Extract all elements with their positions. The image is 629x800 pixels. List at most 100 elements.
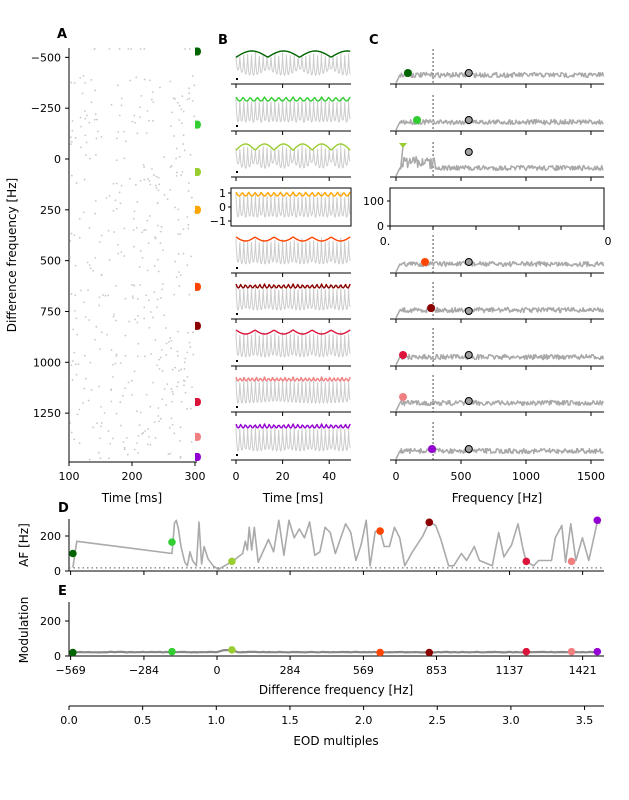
spike-dot <box>78 217 81 220</box>
spike-dot <box>136 321 139 324</box>
spike-dot <box>93 118 96 121</box>
spike-dot <box>177 253 180 255</box>
spike-dot <box>152 316 154 319</box>
spike-dot <box>159 417 162 420</box>
spike-dot <box>100 425 102 428</box>
spike-dot <box>158 420 160 423</box>
d-point <box>69 549 77 558</box>
spike-dot <box>184 391 187 394</box>
spike-dot <box>100 331 103 334</box>
spike-dot <box>138 266 141 268</box>
spike-dot <box>93 48 96 50</box>
spike-dot <box>96 118 98 121</box>
spike-dot <box>177 381 180 384</box>
spike-dot <box>169 188 172 191</box>
spike-dot <box>145 294 148 297</box>
eod-peak-marker <box>464 148 473 156</box>
eod-xtick-label: 0.5 <box>134 714 152 727</box>
spike-dot <box>123 157 126 160</box>
spike-dot <box>77 363 80 366</box>
spike-dot <box>75 317 78 320</box>
spike-dot <box>130 379 133 382</box>
spike-dot <box>179 274 182 277</box>
spike-dot <box>94 257 97 259</box>
spike-dot <box>187 182 190 184</box>
spike-dot <box>159 86 161 89</box>
panel-label-d: D <box>58 501 69 516</box>
d-ytick-label: 200 <box>40 530 61 543</box>
spike-dot <box>115 319 117 322</box>
scale-bar <box>236 360 238 362</box>
spike-dot <box>96 130 99 133</box>
c-empty-xtick-label: 0. <box>380 235 391 248</box>
spike-dot <box>160 225 163 228</box>
c-spectrum-trace <box>395 145 604 177</box>
spike-dot <box>115 285 118 287</box>
spike-dot <box>175 157 178 160</box>
spike-dot <box>118 114 121 117</box>
spike-dot <box>163 314 166 317</box>
spike-dot <box>117 252 120 255</box>
spike-dot <box>179 233 182 235</box>
spike-dot <box>154 436 157 439</box>
spike-dot <box>181 170 184 173</box>
spike-dot <box>84 134 87 137</box>
spike-dot <box>193 115 196 118</box>
spike-dot <box>158 358 161 361</box>
spike-dot <box>136 442 138 445</box>
spike-dot <box>191 74 194 77</box>
spike-dot <box>137 342 140 345</box>
spike-dot <box>152 119 154 122</box>
b-envelope-trace <box>235 236 351 242</box>
spike-dot <box>176 171 178 174</box>
c-empty-axis-frame <box>389 187 605 227</box>
spike-dot <box>97 451 100 454</box>
spike-dot <box>181 95 184 98</box>
spike-dot <box>120 251 123 253</box>
d-point <box>567 557 576 566</box>
spike-dot <box>147 299 150 302</box>
d-af-trace <box>72 519 601 571</box>
spike-dot <box>71 129 74 132</box>
spike-dot <box>139 179 142 182</box>
spike-dot <box>115 207 118 210</box>
spike-dot <box>132 297 134 300</box>
c-spectrum-trace <box>395 71 605 84</box>
spike-dot <box>139 284 142 286</box>
spike-dot <box>177 271 180 274</box>
spike-dot <box>83 387 86 390</box>
spike-dot <box>169 337 172 339</box>
spike-dot <box>107 430 110 432</box>
spike-dot <box>95 137 98 140</box>
c-empty-ytick-label: 0 <box>377 220 384 233</box>
spike-dot <box>142 163 145 166</box>
d-ytick-label: 0 <box>54 565 61 578</box>
spike-dot <box>173 432 176 435</box>
spike-dot <box>122 441 125 444</box>
spike-dot <box>136 355 139 358</box>
spike-dot <box>145 393 148 396</box>
spike-dot <box>159 230 162 233</box>
spike-dot <box>118 191 121 194</box>
spike-dot <box>174 206 176 209</box>
spike-dot <box>149 311 152 313</box>
spike-dot <box>178 156 181 158</box>
df-marker <box>195 282 201 291</box>
spike-dot <box>186 98 189 101</box>
spike-dot <box>90 101 93 104</box>
spike-dot <box>70 431 73 434</box>
spike-dot <box>183 368 186 370</box>
spike-dot <box>182 228 185 231</box>
df-marker <box>195 321 201 330</box>
spike-dot <box>99 457 102 460</box>
spike-dot <box>123 227 126 230</box>
spike-dot <box>115 353 118 356</box>
spike-dot <box>165 342 168 345</box>
peak-marker <box>420 258 429 266</box>
e-xtick-label: −569 <box>55 664 85 677</box>
spike-dot <box>165 327 167 329</box>
spike-dot <box>183 361 186 364</box>
spike-dot <box>141 256 144 259</box>
b-carrier-trace <box>235 330 351 358</box>
eod-peak-marker <box>464 351 473 359</box>
